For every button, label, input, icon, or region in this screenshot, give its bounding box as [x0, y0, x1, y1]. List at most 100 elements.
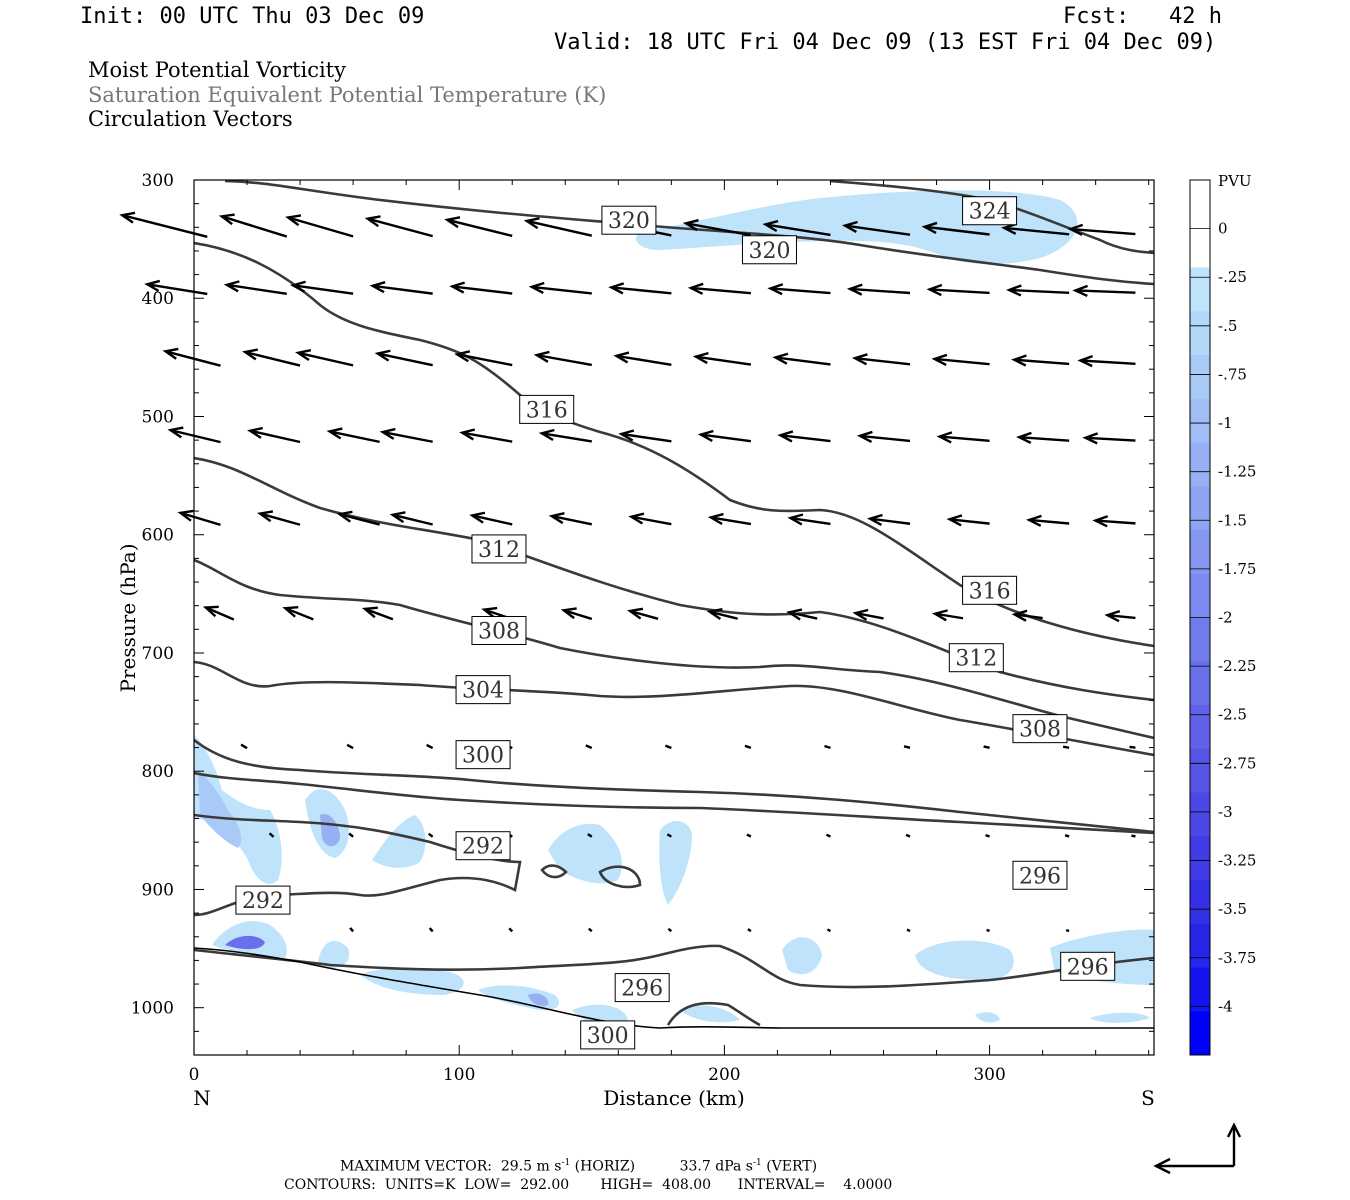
- colorbar-label: -3.25: [1218, 852, 1256, 870]
- vector-head: [162, 347, 179, 360]
- vector-head: [481, 606, 498, 619]
- vector-shaft: [462, 431, 513, 443]
- vector-shaft: [905, 833, 911, 838]
- vector-shaft: [903, 745, 911, 749]
- vector-head: [936, 431, 953, 444]
- vector-shaft: [746, 833, 752, 838]
- vector-head: [364, 215, 381, 228]
- colorbar-swatch: [1190, 705, 1210, 750]
- vector-shaft: [844, 224, 911, 236]
- vector-head: [767, 283, 784, 296]
- vector-shaft: [949, 518, 990, 525]
- vector-head: [523, 217, 540, 230]
- contour-label: 312: [478, 538, 520, 563]
- vector-head: [931, 353, 948, 366]
- vector-head: [361, 606, 378, 619]
- x-tick-label: 0: [189, 1065, 200, 1085]
- contour-label-box: [962, 575, 1018, 605]
- vector-shaft: [666, 833, 672, 838]
- vector-head: [926, 283, 943, 297]
- vector-shaft: [346, 743, 354, 750]
- vector-shaft: [348, 832, 354, 838]
- y-tick-label: 600: [142, 526, 174, 546]
- vector-shaft: [770, 287, 831, 295]
- vector-shaft: [339, 513, 380, 526]
- vector-head: [692, 351, 709, 365]
- vector-head: [290, 280, 306, 293]
- vector-shaft: [700, 433, 752, 443]
- contour-label-box: [455, 740, 511, 770]
- vector-shaft: [616, 354, 672, 366]
- vector-shaft: [775, 356, 831, 366]
- contour-label-box: [1060, 951, 1116, 981]
- vector-shaft: [297, 351, 354, 367]
- colorbar-swatch: [1190, 180, 1210, 225]
- colorbar-swatch: [1190, 617, 1210, 662]
- colorbar-swatch: [1190, 792, 1210, 837]
- x-axis-ticks: 0 100 200 300: [189, 180, 1150, 1085]
- contour-label: 320: [748, 239, 790, 264]
- vector-shaft: [929, 288, 990, 295]
- vector-shaft: [121, 214, 208, 238]
- vector-head: [618, 429, 635, 442]
- vector-shaft: [934, 357, 990, 366]
- vector-shaft: [349, 927, 355, 933]
- reference-vector-icon: [1153, 1122, 1242, 1175]
- vector-shaft: [170, 428, 221, 444]
- colorbar-label: -2.75: [1218, 754, 1256, 772]
- vector-shaft: [1064, 834, 1070, 838]
- colorbar-label: -3.75: [1218, 949, 1256, 967]
- colorbar-swatch: [1190, 267, 1210, 312]
- y-tick-label: 400: [142, 289, 174, 309]
- contour-label: 308: [478, 620, 520, 645]
- vector-head: [326, 427, 343, 440]
- vector-head: [295, 348, 312, 361]
- vector-head: [177, 509, 194, 522]
- vert-unit: (VERT): [766, 1158, 818, 1175]
- vector-shaft: [1080, 359, 1136, 366]
- vector-shaft: [427, 832, 434, 838]
- vector-head: [786, 608, 803, 621]
- vector-shaft: [1085, 436, 1136, 442]
- north-end-label: N: [193, 1086, 211, 1110]
- contour-label-box: [235, 885, 291, 915]
- vector-shaft: [541, 432, 592, 443]
- contour-label: 296: [621, 977, 663, 1002]
- vert-exponent: -1: [752, 1158, 762, 1168]
- vector-head: [454, 350, 471, 363]
- vector-head: [449, 281, 466, 294]
- colorbar-label: -.5: [1218, 317, 1237, 335]
- vector-shaft: [287, 216, 354, 238]
- vector-shaft: [790, 516, 831, 526]
- vector-shaft: [551, 514, 593, 526]
- x-tick-label: 100: [443, 1065, 475, 1085]
- vector-shaft: [629, 609, 659, 620]
- contour-label-box: [601, 205, 657, 235]
- vector-head: [841, 220, 858, 234]
- max-vector-label: MAXIMUM VECTOR:: [340, 1158, 492, 1175]
- vector-shaft: [826, 928, 832, 933]
- vector-shaft: [268, 832, 275, 838]
- colorbar-label: -1.25: [1218, 463, 1256, 481]
- vector-head: [538, 428, 555, 441]
- contour-label-box: [962, 196, 1018, 226]
- vector-shaft: [1014, 358, 1070, 366]
- vector-head: [374, 349, 391, 362]
- vector-shaft: [685, 222, 752, 237]
- terrain-line: [194, 947, 1154, 1029]
- colorbar-label: -3: [1218, 803, 1233, 821]
- vector-shaft: [249, 429, 301, 444]
- vector-head: [707, 512, 724, 526]
- vector-head: [528, 281, 545, 295]
- vector-head: [1092, 515, 1109, 528]
- vector-head: [1006, 284, 1022, 297]
- vector-shaft: [244, 350, 301, 367]
- vector-shaft: [1095, 519, 1136, 525]
- vector-shaft: [906, 928, 911, 933]
- vector-shaft: [667, 927, 673, 933]
- colorbar-unit: PVU: [1218, 172, 1252, 190]
- vector-head: [613, 351, 630, 364]
- vector-shaft: [526, 219, 593, 237]
- vector-shaft: [226, 283, 287, 296]
- vector-head: [852, 608, 869, 621]
